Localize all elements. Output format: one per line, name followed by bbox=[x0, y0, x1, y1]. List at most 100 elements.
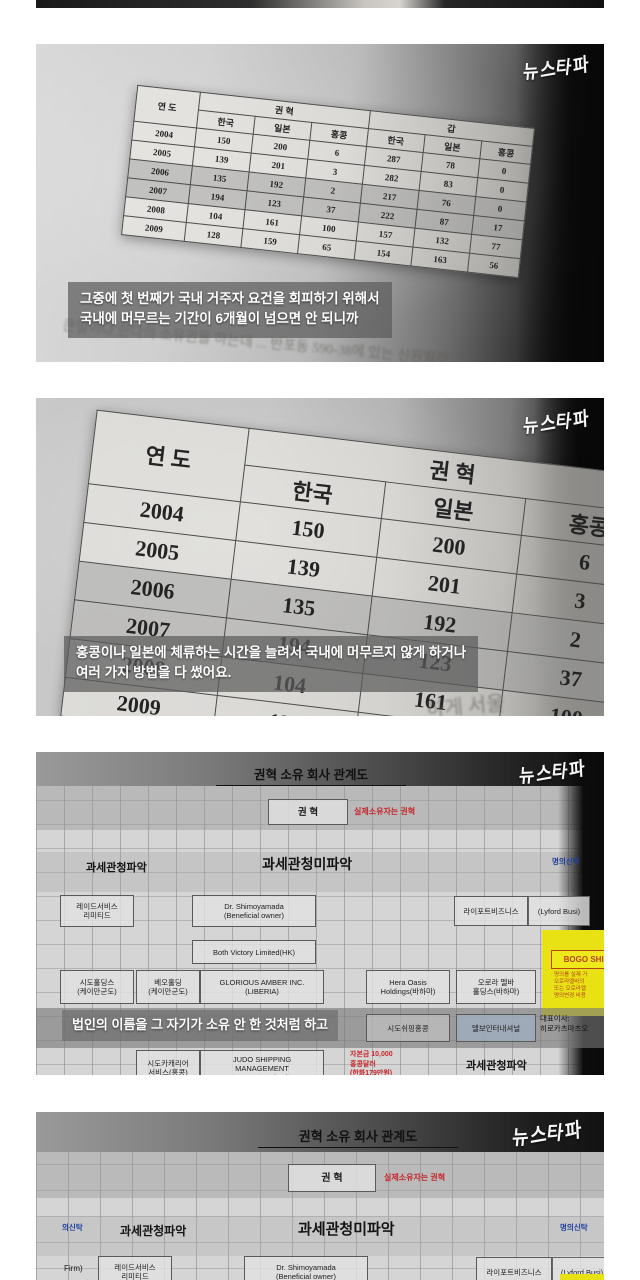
org-box-line: 오로라 멜바 bbox=[477, 978, 515, 987]
zone-label-left: 과세관청파악 bbox=[86, 862, 147, 874]
watermark-char-4: 파 bbox=[563, 1118, 583, 1145]
watermark-char-4: 파 bbox=[568, 757, 587, 784]
slide-band-zone bbox=[36, 852, 604, 892]
slide-top-shadow bbox=[36, 752, 604, 786]
bogo-highlight bbox=[542, 930, 604, 1016]
org-box-judo-shipping: JUDO SHIPPING MANAGEMENT COMPANY(HK) bbox=[200, 1050, 324, 1075]
bogo-note: 명의를 실제 가 오로라멜바의 또는 오로라멜 명의변경 비용 bbox=[554, 972, 604, 1000]
org-box-bogo-shipping: BOGO SHIPPIN bbox=[551, 950, 604, 969]
org-box-both-victory: Both Victory Limited(HK) bbox=[192, 940, 316, 964]
watermark-char-1: 뉴 bbox=[518, 764, 537, 788]
edge-label-firm: Firm) bbox=[64, 1264, 83, 1273]
zone-label-right: 명의신탁 bbox=[552, 857, 580, 866]
ceo-note-line: 대표이사: bbox=[540, 1014, 570, 1023]
zone-label-center: 과세관청미파악 bbox=[262, 856, 353, 872]
org-box-line: 시도홀딩스 bbox=[79, 978, 115, 987]
org-box-line: BOGO SHIPPIN bbox=[563, 955, 604, 964]
subtitle-line: 법인의 이름을 그 자기가 소유 안 한 것처럼 하고 bbox=[72, 1017, 329, 1032]
org-box-line: (Lyford Busi) bbox=[560, 1267, 604, 1277]
slide-top-shadow bbox=[36, 1112, 604, 1152]
org-box-raid-service: 레이드서비스 리미티드 bbox=[60, 895, 134, 927]
watermark-char-1: 뉴 bbox=[510, 1125, 531, 1151]
org-box-delbo-international: 델보인터내셔널 bbox=[456, 1014, 536, 1042]
panel-2: 뉴스타파 연 도 권 혁 한국 한국 일본 홍콩 2004 150 200 6 … bbox=[36, 398, 604, 716]
org-box-root-label: 권 혁 bbox=[321, 1172, 343, 1184]
org-box-line: 홀딩스(바하마) bbox=[472, 987, 520, 996]
org-box-shimoyamada: Dr. Shimoyamada (Beneficial owner) bbox=[192, 895, 316, 927]
org-box-root-label: 권 혁 bbox=[297, 806, 319, 818]
watermark-char-4: 파 bbox=[572, 407, 591, 434]
capital-note-line: 홍콩달러 bbox=[350, 1060, 376, 1068]
subtitle-line: 그중에 첫 번째가 국내 거주자 요건을 회피하기 위해서 bbox=[80, 291, 380, 306]
org-box-root: 권 혁 bbox=[288, 1164, 376, 1192]
org-box-root: 권 혁 bbox=[268, 799, 348, 825]
subtitle-panel-1: 그중에 첫 번째가 국내 거주자 요건을 회피하기 위해서 국내에 머무르는 기… bbox=[68, 282, 392, 338]
org-box-aurora-melba: 오로라 멜바 홀딩스(바하마) bbox=[456, 970, 536, 1004]
org-box-sidocar-carrier: 시도카캐리어 서비스(홍콩) bbox=[136, 1050, 200, 1075]
org-box-line: (Beneficial owner) bbox=[223, 911, 285, 920]
org-box-line: (Beneficial owner) bbox=[275, 1272, 337, 1280]
watermark-char-1: 뉴 bbox=[522, 414, 541, 438]
zone-label-bottom-right: 과세관청파악 bbox=[466, 1060, 527, 1072]
zone-label-far-left-partial: 의신탁 bbox=[62, 1223, 83, 1232]
org-chart-title: 권혁 소유 회사 관계도 bbox=[258, 1126, 458, 1148]
subtitle-line: 여러 가지 방법을 다 썼어요. bbox=[76, 665, 232, 680]
capital-note: 자본금 10,000 홍콩달러 (한화179만원) bbox=[350, 1050, 393, 1075]
watermark-char-3: 타 bbox=[545, 1122, 566, 1146]
org-box-line: 시도카캐리어 bbox=[147, 1059, 189, 1068]
subtitle-panel-3: 법인의 이름을 그 자기가 소유 안 한 것처럼 하고 bbox=[62, 1010, 339, 1041]
watermark-char-4: 파 bbox=[572, 53, 591, 80]
org-box-line: (케이만군도) bbox=[148, 987, 188, 996]
org-box-beo-holding: 베오홀딩 (케이만군도) bbox=[136, 970, 200, 1004]
subtitle-line: 홍콩이나 일본에 체류하는 시간을 늘려서 국내에 머무르지 않게 하거나 bbox=[76, 645, 467, 660]
org-box-line: Hera Oasis bbox=[389, 978, 427, 987]
org-box-line: JUDO SHIPPING bbox=[232, 1054, 292, 1064]
root-note: 실제소유자는 권혁 bbox=[384, 1173, 446, 1182]
subtitle-line: 국내에 머무르는 기간이 6개월이 넘으면 안 되니까 bbox=[80, 311, 359, 326]
bogo-note-line: 명의를 실제 가 bbox=[554, 972, 588, 978]
org-box-line: (케이만군도) bbox=[77, 987, 117, 996]
org-box-line: (Lyford Busi) bbox=[537, 906, 581, 916]
org-box-sido-shipping-hk: 시도쉬핑홍콩 bbox=[366, 1014, 450, 1042]
photo-dark-edge bbox=[516, 44, 604, 362]
org-box-lyport-business: 라이포트비즈니스 bbox=[476, 1257, 552, 1280]
org-box-shimoyamada: Dr. Shimoyamada (Beneficial owner) bbox=[244, 1256, 368, 1280]
panel-4: 뉴스타파 권혁 소유 회사 관계도 권 혁 실제소유자는 권혁 의신탁 과세관청… bbox=[36, 1112, 604, 1280]
org-box-line: 리미티드 bbox=[121, 1272, 149, 1280]
org-box-line: 리미티드 bbox=[83, 911, 111, 920]
org-box-line: GLORIOUS AMBER INC. bbox=[219, 978, 305, 987]
org-chart-title: 권혁 소유 회사 관계도 bbox=[216, 764, 406, 786]
zone-label-left: 과세관청파악 bbox=[120, 1224, 187, 1238]
org-box-line: COMPANY(HK) bbox=[236, 1073, 289, 1076]
panel-3: 뉴스타파 권혁 소유 회사 관계도 권 혁 실제소유자는 권혁 과세관청파악 과… bbox=[36, 752, 604, 1075]
zone-label-center: 과세관청미파악 bbox=[298, 1221, 395, 1238]
capital-note-line: (한화179만원) bbox=[350, 1070, 393, 1075]
bogo-note-line: 또는 오로라멜 bbox=[554, 986, 586, 992]
org-box-line: Both Victory Limited(HK) bbox=[213, 947, 295, 957]
org-box-line: 서비스(홍콩) bbox=[148, 1068, 188, 1075]
org-box-sido-holdings: 시도홀딩스 (케이만군도) bbox=[60, 970, 134, 1004]
root-note: 실제소유자는 권혁 bbox=[354, 807, 416, 816]
slide-band-zone bbox=[36, 1216, 604, 1256]
org-box-line: Holdings(바하마) bbox=[380, 987, 436, 996]
ceo-note: 대표이사: 히로카츠마츠오 bbox=[540, 1014, 588, 1034]
bogo-highlight bbox=[560, 1274, 604, 1280]
org-box-lyport-business: 라이포트비즈니스 bbox=[454, 896, 528, 926]
org-box-line: 레이드서비스 bbox=[76, 902, 118, 911]
org-box-line: 레이드서비스 bbox=[114, 1263, 156, 1272]
org-box-lyford-business: (Lyford Busi) bbox=[528, 896, 590, 926]
zone-label-right: 명의신탁 bbox=[560, 1223, 588, 1232]
org-box-line: 델보인터내셔널 bbox=[471, 1023, 521, 1033]
org-box-line: 라이포트비즈니스 bbox=[486, 1267, 542, 1277]
org-box-line: Dr. Shimoyamada bbox=[276, 1263, 336, 1272]
org-box-glorious-amber: GLORIOUS AMBER INC. (LIBERIA) bbox=[200, 970, 324, 1004]
bogo-note-line: 명의변경 비용 bbox=[554, 993, 586, 999]
org-box-line: 라이포트비즈니스 bbox=[463, 906, 519, 916]
bogo-note-line: 오로라멜바의 bbox=[554, 979, 585, 985]
org-box-line: MANAGEMENT bbox=[235, 1063, 289, 1073]
org-box-line: 시도쉬핑홍콩 bbox=[387, 1023, 429, 1033]
org-box-line: 베오홀딩 bbox=[154, 978, 182, 987]
panel-1: 뉴스타파 연 도 권 혁 갑 한국 일본 홍콩 한국 일본 홍콩 2004 15… bbox=[36, 44, 604, 362]
watermark-char-1: 뉴 bbox=[522, 60, 541, 84]
